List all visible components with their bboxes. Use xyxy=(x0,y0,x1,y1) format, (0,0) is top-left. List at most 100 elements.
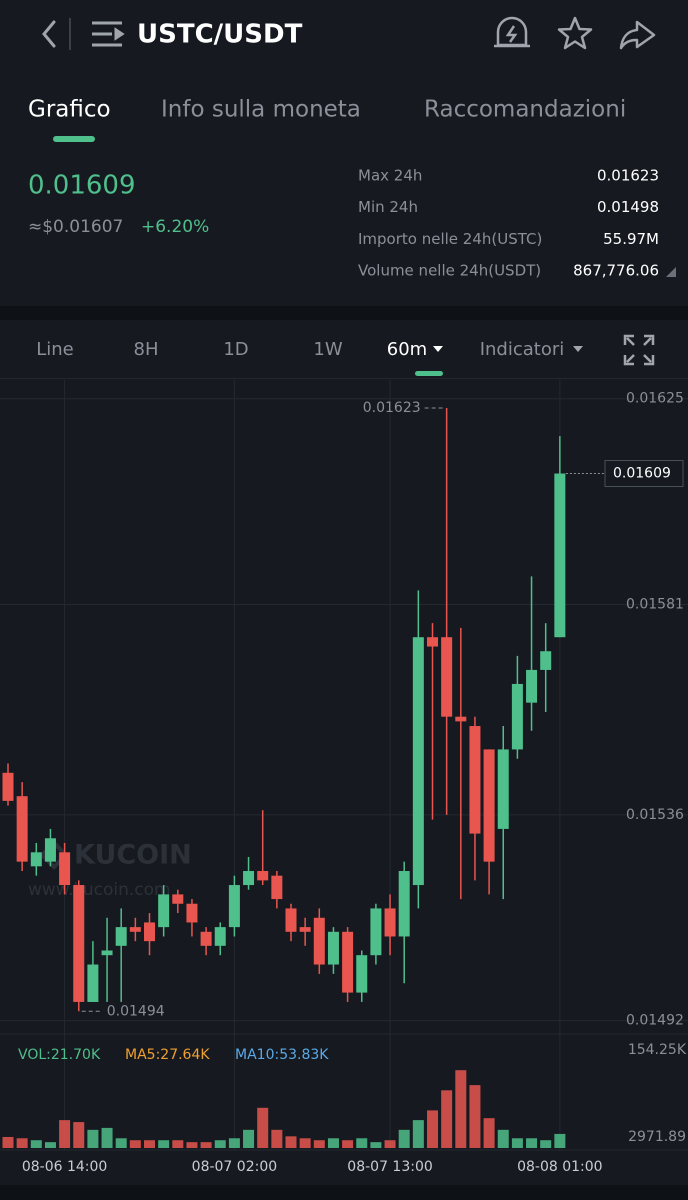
stat-value: 55.97M xyxy=(603,230,659,248)
candle-body xyxy=(186,903,198,923)
candle-body xyxy=(2,772,14,801)
volume-bar xyxy=(398,1129,410,1148)
volume-bar xyxy=(370,1142,382,1148)
tab[interactable]: Info sulla moneta xyxy=(161,97,361,123)
interval-option[interactable]: Line xyxy=(36,339,74,360)
candle-body xyxy=(16,796,28,862)
dropdown-arrow[interactable] xyxy=(433,346,443,352)
volume-bar xyxy=(271,1129,283,1148)
candle-body xyxy=(59,852,71,886)
volume-bar xyxy=(59,1120,71,1148)
volume-bar xyxy=(144,1140,155,1148)
candle-body xyxy=(540,651,552,670)
candle-body xyxy=(398,871,410,937)
interval-option[interactable]: 1D xyxy=(223,339,248,360)
back-button[interactable] xyxy=(42,20,56,48)
volume-bar xyxy=(186,1142,198,1148)
stat-label: Importo nelle 24h(USTC) xyxy=(358,230,542,248)
share-button[interactable] xyxy=(619,20,656,50)
stats-panel: Max 24h 0.01623 Min 24h 0.01498 Importo nell… xyxy=(358,167,659,280)
volume-bar xyxy=(228,1138,240,1148)
candle-body xyxy=(214,927,226,946)
x-tick-label: 08-06 14:00 xyxy=(22,1159,107,1175)
usd-price: ≈$0.01607 xyxy=(28,217,123,237)
dropdown-arrow[interactable] xyxy=(573,346,583,352)
volume-tick-label: 154.25K xyxy=(628,1042,687,1058)
candlestick-chart: 0.01625 0.01581 0.01536 0.01492 08-06 14:00 0… xyxy=(0,380,688,1175)
candle-body xyxy=(257,871,269,881)
volume-bar xyxy=(87,1129,99,1148)
menu-button[interactable] xyxy=(92,21,125,47)
x-tick-label: 08-08 01:00 xyxy=(517,1159,602,1175)
candle-body xyxy=(101,950,113,956)
candle-body xyxy=(30,852,42,867)
candle-body xyxy=(285,908,297,932)
volume-bar xyxy=(16,1138,28,1148)
candle-body xyxy=(554,473,566,638)
candle-body xyxy=(384,908,396,937)
volume-bar xyxy=(469,1085,481,1148)
watermark-url: www.kucoin.com xyxy=(28,880,171,900)
active-interval-indicator xyxy=(415,371,443,376)
candle-body xyxy=(172,894,184,904)
candle-body xyxy=(370,908,382,956)
volume-tick-label: 2971.89 xyxy=(628,1129,686,1145)
volume-bar xyxy=(384,1140,396,1148)
volume-legend: MA10:53.83K xyxy=(235,1047,329,1063)
y-tick-label: 0.01536 xyxy=(626,807,684,823)
candle-body xyxy=(469,726,481,834)
volume-bar xyxy=(299,1138,311,1148)
interval-option[interactable]: 1W xyxy=(313,339,342,360)
candle-body xyxy=(327,931,339,965)
fullscreen-button[interactable] xyxy=(623,334,655,366)
candle-body xyxy=(356,955,368,993)
stat-value: 867,776.06 xyxy=(573,262,659,280)
alert-button[interactable] xyxy=(494,16,530,48)
volume-bar xyxy=(412,1120,424,1148)
volume-bar xyxy=(313,1140,325,1148)
volume-bar xyxy=(427,1110,438,1148)
candle-body xyxy=(313,917,325,965)
volume-bar xyxy=(115,1138,127,1148)
volume-bar xyxy=(356,1138,368,1148)
candle-body xyxy=(497,749,509,829)
volume-bar xyxy=(327,1138,339,1148)
interval-option[interactable]: 60m xyxy=(387,339,427,360)
stat-label: Max 24h xyxy=(358,167,422,185)
volume-bar xyxy=(342,1140,354,1148)
bottom-bar xyxy=(0,1185,688,1200)
volume-bar xyxy=(172,1140,184,1148)
x-tick-label: 08-07 13:00 xyxy=(347,1159,432,1175)
stat-label: Min 24h xyxy=(358,198,418,216)
expand-icon[interactable] xyxy=(666,267,676,277)
stat-value: 0.01498 xyxy=(597,198,659,216)
tab[interactable]: Raccomandazioni xyxy=(424,97,626,123)
volume-bar xyxy=(200,1142,212,1148)
volume-legend: MA5:27.64K xyxy=(125,1047,210,1063)
volume-bar xyxy=(101,1127,113,1148)
volume-bar xyxy=(129,1140,141,1148)
candle-body xyxy=(129,927,141,932)
tab-bar: Grafico Info sulla moneta Raccomandazioni xyxy=(28,97,626,123)
y-tick-label: 0.01625 xyxy=(626,391,684,407)
y-tick-label: 0.01492 xyxy=(626,1013,684,1029)
candle-body xyxy=(115,927,127,946)
candle-body xyxy=(200,931,212,946)
candle-body xyxy=(73,885,85,1002)
volume-bar xyxy=(158,1140,170,1148)
volume-bar xyxy=(526,1138,538,1148)
interval-option[interactable]: Indicatori xyxy=(480,339,565,360)
tab[interactable]: Grafico xyxy=(28,97,111,123)
candle-body xyxy=(158,894,170,928)
last-price-box xyxy=(604,460,684,488)
favorite-button[interactable] xyxy=(557,16,593,50)
candle-body xyxy=(526,669,538,703)
volume-bar xyxy=(483,1118,495,1148)
candle-body xyxy=(441,637,453,717)
x-tick-label: 08-07 02:00 xyxy=(192,1159,277,1175)
interval-option[interactable]: 8H xyxy=(134,339,159,360)
pair-title: USTC/USDT xyxy=(137,20,303,50)
candle-body xyxy=(299,927,311,932)
